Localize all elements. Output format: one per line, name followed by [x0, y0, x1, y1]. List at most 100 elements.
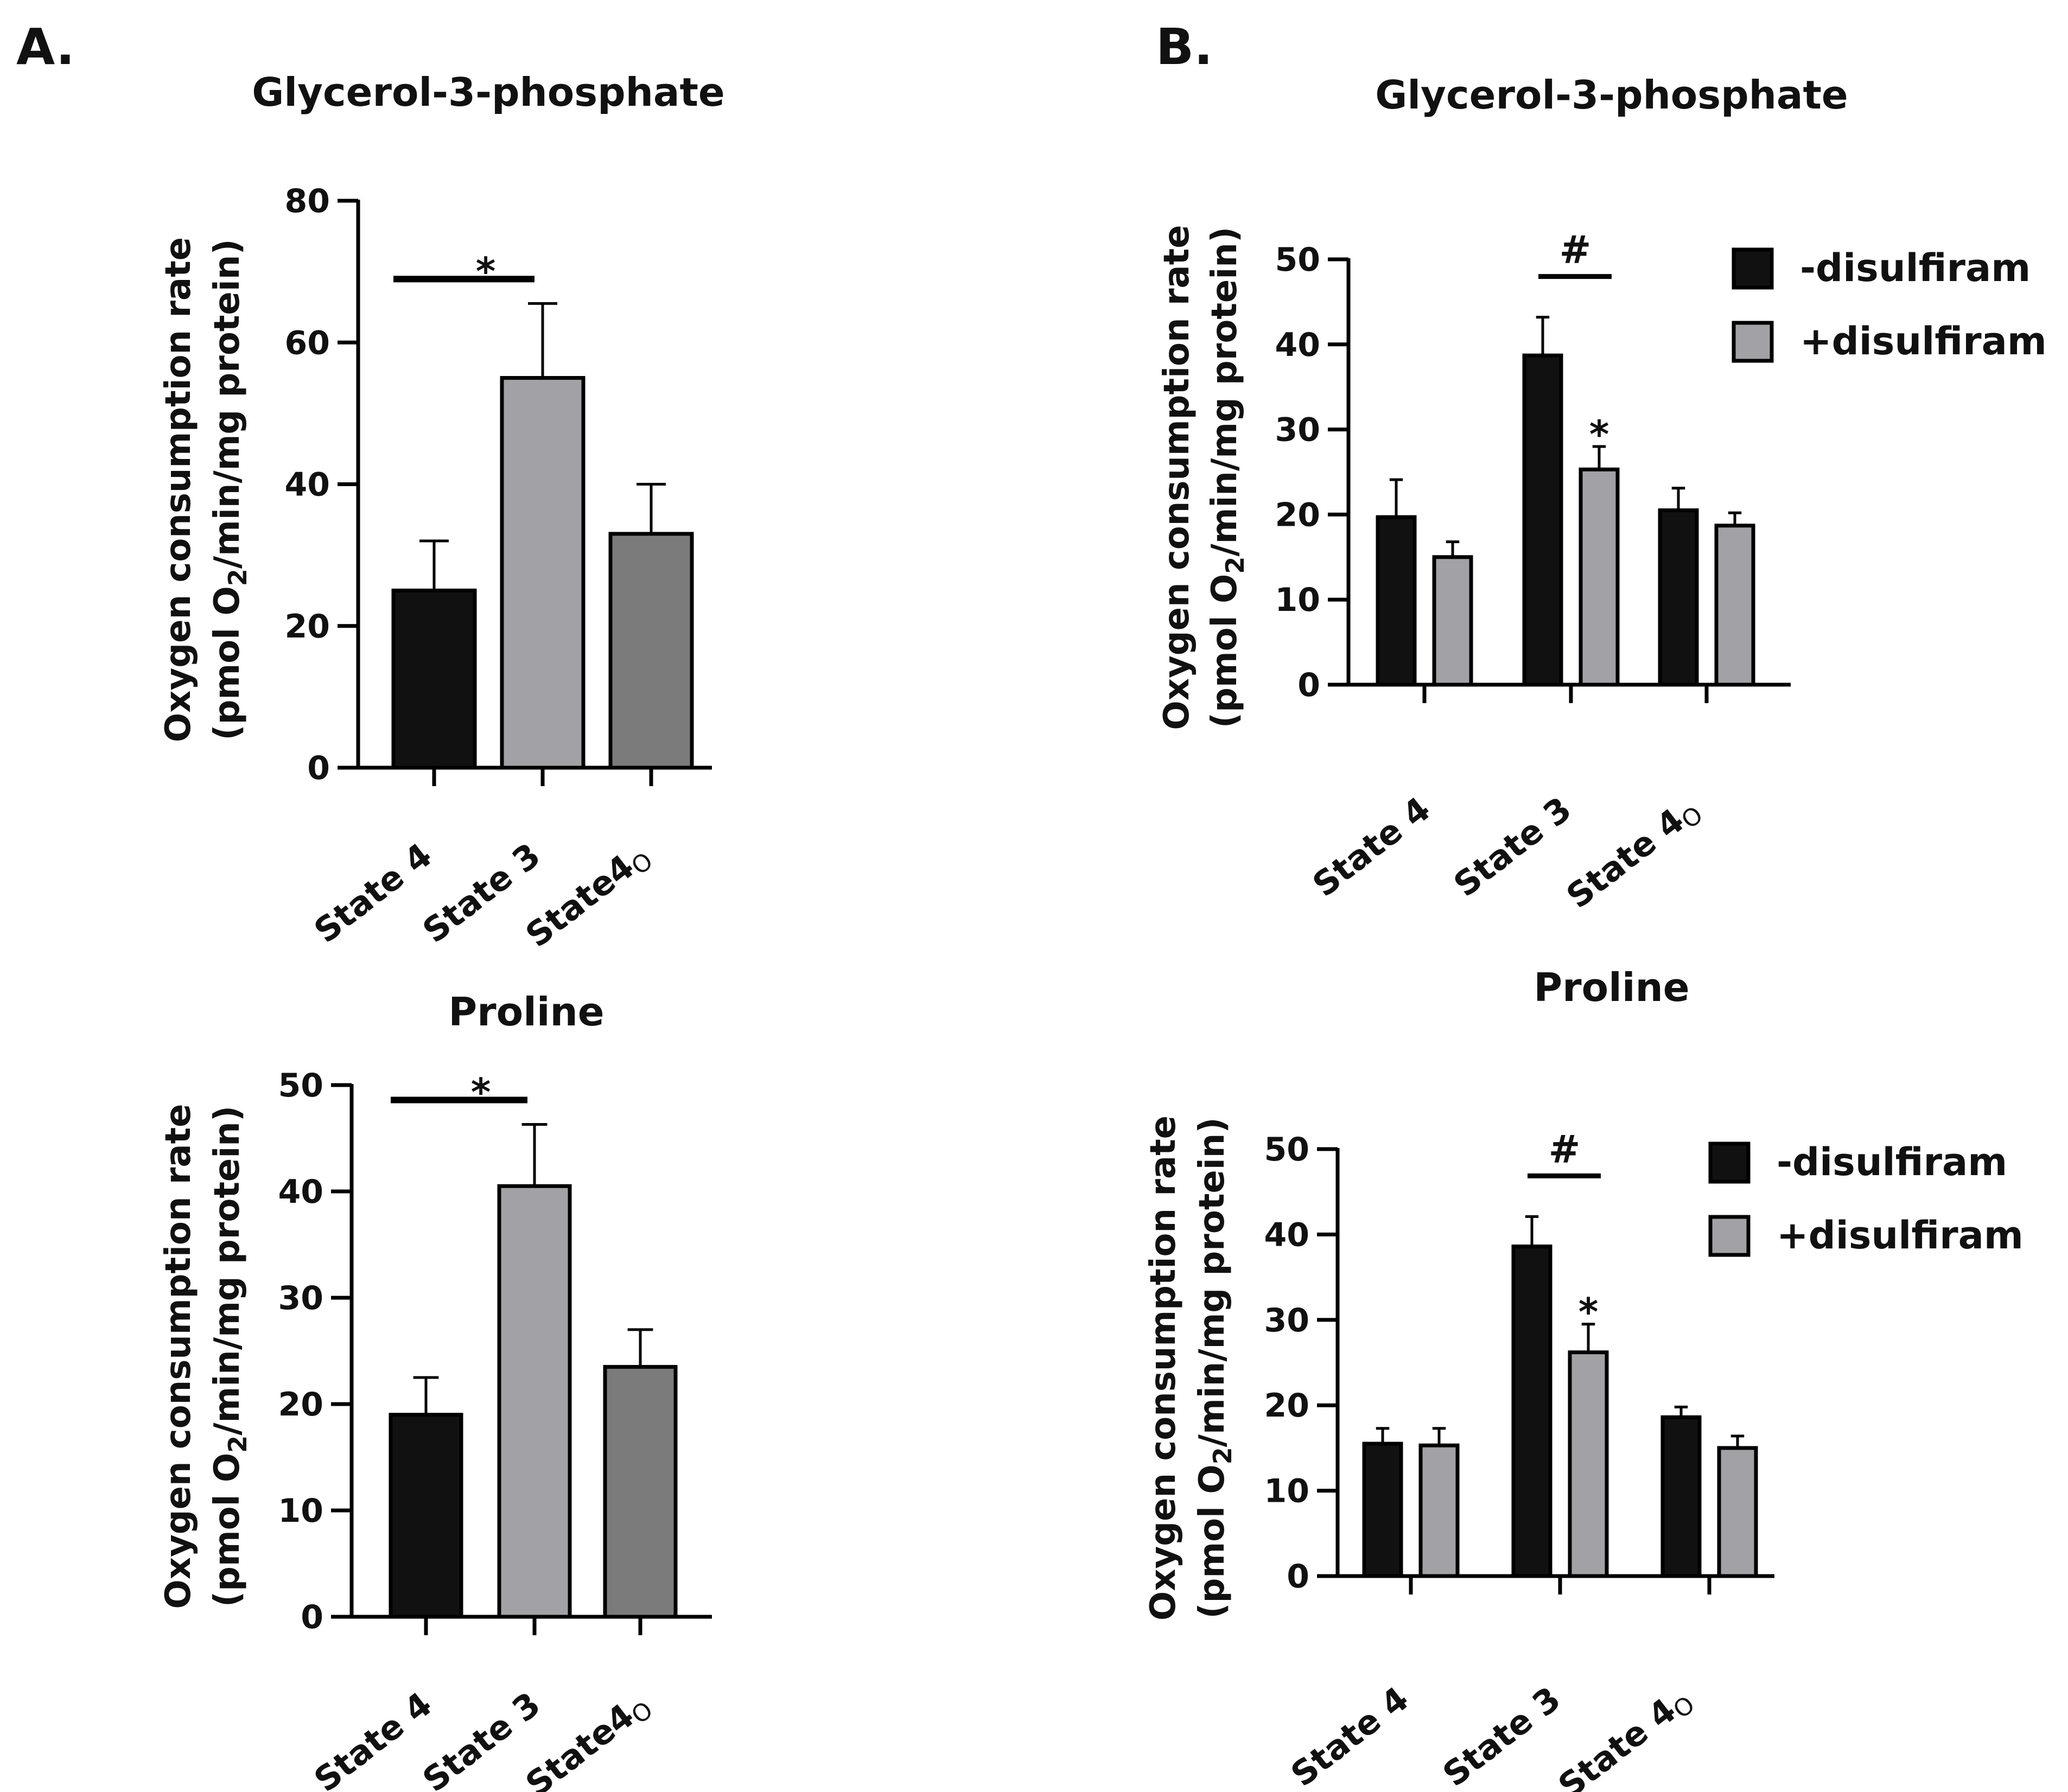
y-tick-label: 40: [285, 466, 330, 504]
y-tick-label: 0: [307, 749, 330, 787]
y-axis-label-line1: Oxygen consumption rate: [1143, 1115, 1183, 1621]
y-axis-label-line1: Oxygen consumption rate: [158, 237, 199, 742]
bar: [603, 1364, 678, 1619]
x-category-text: State 3: [1446, 789, 1579, 904]
y-axis-label-subscript: 2: [223, 569, 252, 586]
x-category-text: State 4: [1305, 789, 1437, 904]
y-axis-label-prefix: (pmol O: [1205, 574, 1245, 728]
y-tick-label: 30: [1275, 411, 1321, 449]
bar: [1432, 555, 1473, 687]
panel-label-a: A.: [16, 18, 75, 76]
significance-hash: #: [1560, 228, 1592, 272]
bar: [1511, 1244, 1552, 1578]
y-axis-label-line1: Oxygen consumption rate: [1157, 225, 1197, 730]
bar: [1362, 1442, 1403, 1578]
significance-star: *: [471, 1070, 491, 1115]
chart-title: Proline: [448, 989, 604, 1035]
y-tick-label: 50: [1264, 1131, 1310, 1169]
x-category-label: State 4O: [1551, 1679, 1700, 1792]
y-axis-label-line2: (pmol O2/min/mg protein): [1205, 227, 1250, 728]
x-category-label: State 4: [1305, 789, 1437, 904]
x-category-text: State 3: [1435, 1679, 1568, 1792]
x-category-text: State 4: [1283, 1679, 1416, 1792]
y-tick-label: 40: [278, 1173, 324, 1211]
x-category-text: State 4: [1551, 1691, 1683, 1792]
y-axis-label-line2: (pmol O2/min/mg protein): [207, 1106, 252, 1607]
y-tick-label: 0: [301, 1598, 323, 1636]
y-axis-label-line2: (pmol O2/min/mg protein): [1192, 1117, 1237, 1618]
legend-label: -disulfiram: [1777, 1140, 2007, 1184]
bar: [500, 376, 586, 770]
x-category-label: State 4: [307, 1684, 439, 1792]
significance-star: *: [1589, 412, 1609, 457]
legend-swatch: [1732, 247, 1774, 290]
bar: [608, 532, 694, 770]
panel-label-b: B.: [1156, 18, 1213, 76]
x-category-label: State 3: [1446, 789, 1579, 904]
y-tick-label: 10: [278, 1492, 324, 1530]
y-tick-label: 20: [285, 608, 330, 646]
y-tick-label: 10: [1275, 581, 1321, 619]
chart-title: Proline: [1533, 965, 1689, 1010]
y-axis-label-prefix: (pmol O: [207, 1453, 247, 1607]
y-tick-label: 60: [285, 324, 330, 362]
y-tick-label: 50: [1275, 241, 1321, 279]
bar: [1660, 1415, 1702, 1578]
y-tick-label: 0: [1297, 666, 1320, 704]
y-axis-label-line2: (pmol O2/min/mg protein): [207, 239, 252, 740]
y-axis-label-suffix: /min/mg protein): [207, 239, 247, 569]
y-tick-label: 10: [1264, 1472, 1310, 1510]
x-category-label: State4O: [518, 1684, 658, 1792]
y-tick-label: 30: [1264, 1302, 1310, 1340]
chart-title: Glycerol-3-phosphate: [252, 69, 725, 115]
bar: [1658, 508, 1699, 687]
chart-b-proline: Proline Oxygen consumption rate (pmol O2/m…: [1143, 965, 2024, 1792]
y-tick-label: 80: [285, 182, 330, 220]
x-category-text: State 4: [1559, 801, 1691, 916]
y-axis-label-subscript: 2: [1208, 1447, 1237, 1464]
x-category-label: State4O: [518, 835, 658, 958]
significance-hash: #: [1549, 1127, 1581, 1171]
y-tick-label: 40: [1264, 1216, 1310, 1254]
y-axis-label-line1: Oxygen consumption rate: [158, 1104, 199, 1609]
legend-swatch: [1732, 321, 1774, 363]
y-tick-label: 20: [278, 1386, 324, 1424]
chart-b-glycerol: Glycerol-3-phosphate Oxygen consumption r…: [1157, 72, 2047, 919]
y-tick-label: 30: [278, 1279, 324, 1317]
x-category-text: State 4: [307, 835, 439, 951]
y-axis-label-suffix: /min/mg protein): [207, 1106, 247, 1436]
chart-title: Glycerol-3-phosphate: [1375, 72, 1848, 118]
bar: [1418, 1443, 1460, 1578]
significance-star: *: [476, 249, 496, 294]
legend-label: +disulfiram: [1800, 319, 2047, 363]
bar: [1568, 1350, 1609, 1578]
bar: [1522, 353, 1563, 687]
y-axis-label-suffix: /min/mg protein): [1192, 1117, 1232, 1447]
y-tick-label: 20: [1275, 496, 1321, 534]
y-axis-label-prefix: (pmol O: [207, 586, 247, 740]
y-axis-label-subscript: 2: [223, 1436, 252, 1453]
x-category-label: State 3: [1435, 1679, 1568, 1792]
y-axis-label-subscript: 2: [1220, 557, 1250, 574]
chart-a-proline: Proline Oxygen consumption rate (pmol O2/m…: [158, 989, 712, 1792]
y-axis-label-prefix: (pmol O: [1192, 1464, 1232, 1618]
x-category-label: State 4: [1283, 1679, 1416, 1792]
x-category-text: State 4: [307, 1684, 439, 1792]
x-category-label: State 4: [307, 835, 439, 951]
bar: [1714, 524, 1755, 687]
bar: [391, 588, 477, 770]
significance-star: *: [1579, 1290, 1599, 1335]
x-category-label: State 4O: [1559, 789, 1708, 919]
bar: [497, 1184, 572, 1619]
legend-label: +disulfiram: [1777, 1213, 2024, 1258]
bar: [1579, 467, 1620, 687]
chart-a-glycerol: Glycerol-3-phosphate Oxygen consumption r…: [158, 69, 725, 958]
y-tick-label: 0: [1287, 1558, 1309, 1596]
y-axis-label-suffix: /min/mg protein): [1205, 227, 1245, 557]
bar: [1376, 515, 1417, 687]
y-tick-label: 40: [1275, 326, 1321, 364]
bar: [1717, 1446, 1758, 1578]
y-tick-label: 50: [278, 1067, 324, 1105]
bar: [389, 1413, 463, 1619]
